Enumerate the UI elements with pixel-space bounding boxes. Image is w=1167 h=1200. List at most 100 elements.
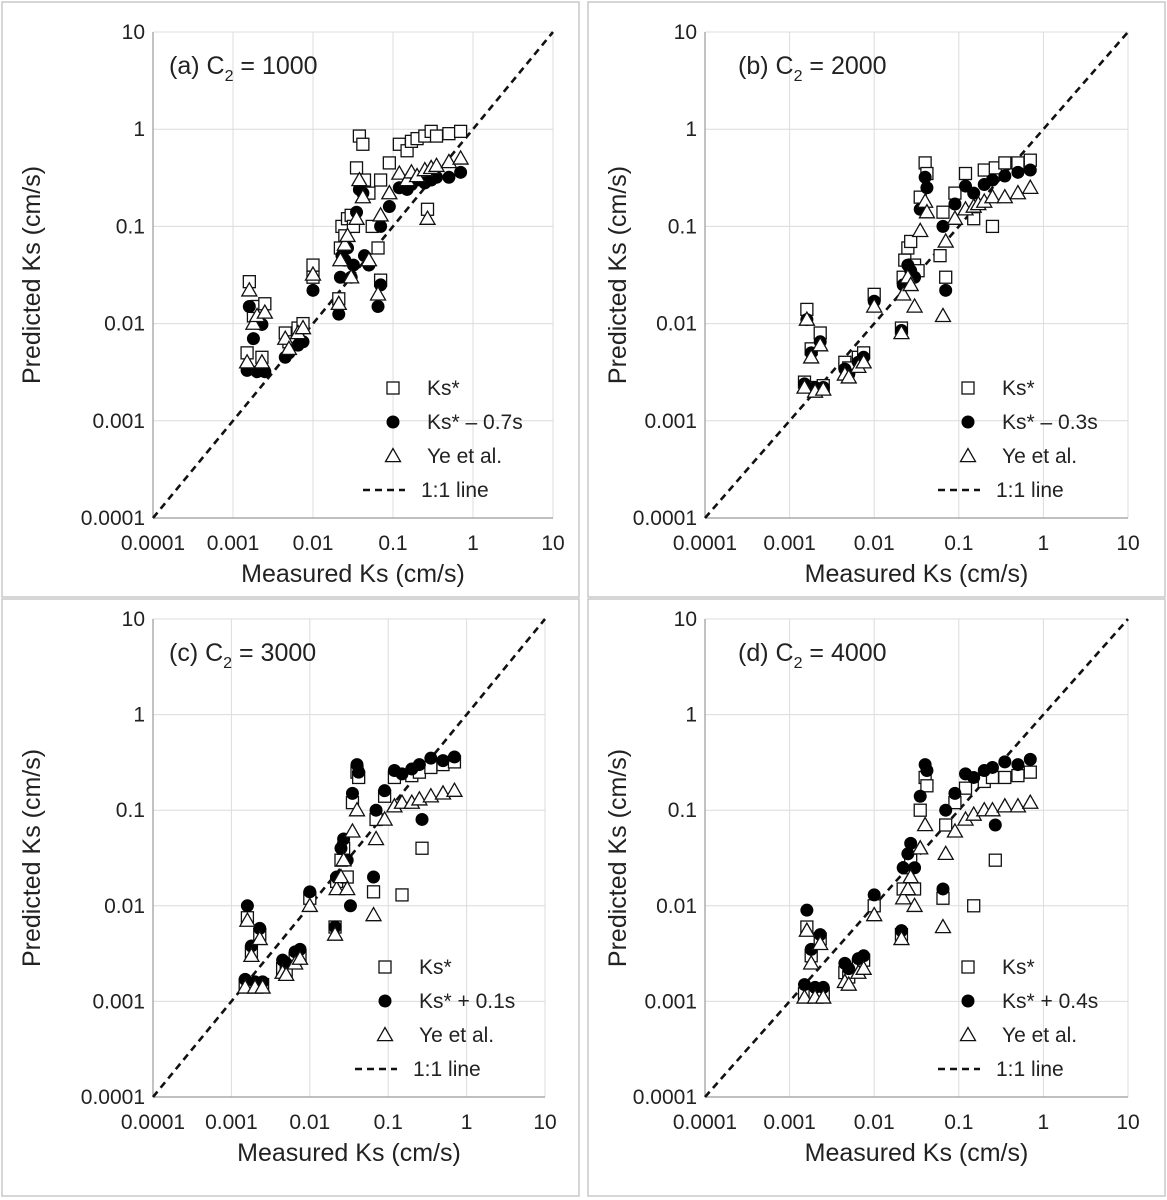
data-point-triangle [350, 171, 369, 187]
x-axis-label: Measured Ks (cm/s) [805, 560, 1029, 588]
data-point-triangle [865, 906, 883, 922]
data-point-triangle [911, 222, 929, 238]
data-point-square [998, 156, 1012, 170]
data-point-circle [920, 181, 934, 195]
legend-square-marker [378, 960, 392, 974]
legend-label: Ks* – 0.3s [1002, 411, 1098, 434]
legend-label: Ks* – 0.7s [427, 411, 523, 434]
legend-square-marker [961, 381, 975, 395]
data-point-triangle [301, 896, 319, 913]
data-point-square [349, 161, 364, 175]
x-tick-label: 0.001 [205, 1111, 258, 1134]
y-tick-label: 0.01 [656, 313, 697, 336]
data-point-triangle [343, 822, 362, 838]
data-point-square [958, 781, 973, 795]
data-point-triangle [371, 206, 390, 222]
data-point-circle [985, 760, 999, 774]
data-point-circle [293, 942, 307, 956]
panel-title-subscript: 2 [223, 655, 232, 672]
x-tick-label: 1 [1038, 1111, 1050, 1134]
data-point-circle [797, 978, 811, 992]
panel-title: (a) C2 = 1000 [169, 52, 318, 85]
x-tick-label: 10 [1116, 1111, 1139, 1134]
x-tick-label: 10 [1116, 532, 1139, 555]
data-point-triangle [937, 844, 955, 861]
data-point-triangle [937, 232, 955, 248]
data-point-triangle [1009, 797, 1027, 813]
panel-frame [587, 598, 1166, 1197]
data-point-square [382, 156, 396, 170]
y-tick-label: 0.0001 [81, 507, 145, 530]
data-point-circle [253, 921, 267, 935]
x-tick-label: 0.0001 [673, 1111, 737, 1134]
series-triangle [795, 793, 1039, 1004]
data-point-triangle [899, 880, 917, 896]
legend-label: Ye et al. [1002, 1024, 1077, 1047]
x-tick-label: 0.0001 [121, 1111, 185, 1134]
data-point-triangle [894, 285, 912, 301]
data-point-circle [1011, 165, 1025, 179]
data-point-triangle [802, 348, 820, 364]
data-point-circle [345, 786, 359, 800]
data-point-triangle [342, 268, 360, 284]
series-circle [240, 165, 468, 379]
y-axis-label: Predicted Ks (cm/s) [604, 749, 632, 967]
data-point-circle [306, 283, 320, 297]
data-point-triangle [364, 906, 383, 922]
data-point-triangle [328, 880, 346, 896]
data-point-square [904, 234, 918, 249]
data-point-triangle [905, 297, 924, 313]
legend-square-marker [386, 381, 400, 395]
data-point-circle [948, 197, 962, 211]
data-point-circle [842, 962, 856, 976]
data-point-triangle [1021, 793, 1039, 809]
data-point-square [913, 803, 927, 817]
data-point-circle [988, 818, 1002, 832]
data-point-triangle [330, 294, 348, 311]
data-point-triangle [256, 303, 274, 319]
data-point-square [939, 270, 953, 284]
data-point-triangle [336, 235, 354, 251]
data-point-triangle [795, 378, 814, 394]
data-point-circle [374, 219, 388, 233]
data-point-circle [346, 258, 360, 272]
data-point-triangle [983, 801, 1002, 817]
data-point-triangle [1021, 178, 1039, 194]
data-point-triangle [802, 954, 820, 970]
data-point-circle [246, 332, 260, 346]
x-axis-label: Measured Ks (cm/s) [805, 1139, 1029, 1167]
data-point-triangle [840, 975, 858, 991]
one-to-one-line [704, 618, 1129, 1098]
data-point-triangle [865, 297, 883, 313]
data-point-triangle [946, 209, 964, 225]
data-point-square [920, 779, 934, 793]
y-tick-label: 10 [122, 608, 145, 631]
x-tick-label: 0.001 [763, 532, 816, 555]
data-point-circle [415, 812, 429, 826]
legend-label: Ks* [419, 956, 452, 979]
data-point-circle [303, 885, 317, 899]
panel-title-subscript: 2 [794, 68, 803, 85]
data-point-triangle [814, 988, 832, 1004]
legend-triangle-marker [959, 1026, 977, 1042]
data-point-circle [948, 786, 962, 800]
data-point-triangle [238, 353, 256, 369]
data-point-circle [998, 169, 1012, 183]
data-point-circle [240, 899, 254, 913]
panel-frame [1, 598, 580, 1197]
x-tick-label: 0.0001 [673, 532, 737, 555]
y-tick-label: 10 [674, 608, 697, 631]
data-point-triangle [294, 319, 312, 335]
data-point-square [988, 853, 1002, 867]
data-point-triangle [367, 830, 385, 846]
data-point-triangle [347, 209, 366, 225]
gridlines [153, 618, 546, 1097]
data-point-circle [913, 789, 927, 803]
legend: Ks* Ks* – 0.3s Ye et al. 1:1 line [938, 377, 1098, 502]
data-point-circle [332, 307, 346, 321]
series-triangle [795, 178, 1039, 398]
legend-label: Ks* [427, 377, 460, 400]
data-point-circle [333, 270, 347, 284]
data-point-triangle [354, 188, 372, 204]
